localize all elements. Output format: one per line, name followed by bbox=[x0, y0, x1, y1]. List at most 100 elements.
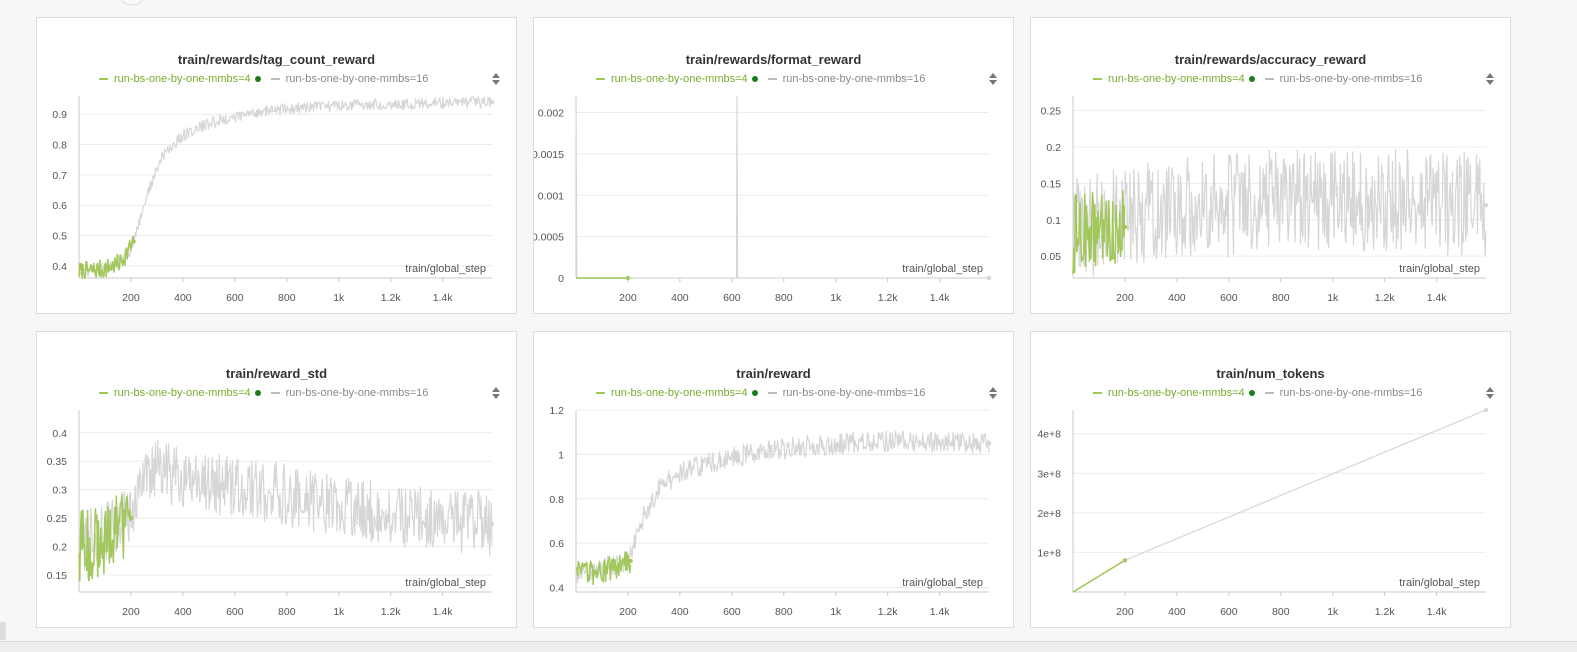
x-tick-label: 1.4k bbox=[1427, 292, 1448, 304]
legend-item-run16[interactable]: run-bs-one-by-one-mmbs=16 bbox=[270, 387, 428, 399]
legend-item-run4[interactable]: run-bs-one-by-one-mmbs=4 bbox=[99, 73, 261, 85]
legend-item-run16[interactable]: run-bs-one-by-one-mmbs=16 bbox=[270, 73, 428, 85]
legend-item-run16[interactable]: run-bs-one-by-one-mmbs=16 bbox=[767, 73, 925, 85]
x-tick-label: 200 bbox=[619, 606, 637, 618]
chart-svg[interactable]: 0.4 0.6 0.8 1 1.2 200 400 600 800 1k 1.2k 1.4k train… bbox=[534, 332, 1015, 629]
chart-legend: run-bs-one-by-one-mmbs=4 run-bs-one-by-on… bbox=[99, 386, 438, 400]
sort-up-icon bbox=[1486, 387, 1494, 392]
sort-icon[interactable] bbox=[989, 386, 997, 400]
chart-svg[interactable]: 0.15 0.2 0.25 0.3 0.35 0.4 200 400 600 800 1k 1.2k 1… bbox=[37, 332, 518, 629]
legend-item-run4[interactable]: run-bs-one-by-one-mmbs=4 bbox=[596, 73, 758, 85]
series-line-run16[interactable] bbox=[1072, 148, 1487, 279]
x-tick-label: 200 bbox=[1116, 606, 1134, 618]
top-strip bbox=[0, 0, 1577, 10]
chart-svg[interactable]: 0.4 0.5 0.6 0.7 0.8 0.9 200 400 600 800 1k 1.2k 1.4k… bbox=[37, 18, 518, 315]
legend-line-run4 bbox=[596, 78, 605, 80]
legend-item-run16[interactable]: run-bs-one-by-one-mmbs=16 bbox=[1264, 73, 1422, 85]
x-tick-label: 400 bbox=[1168, 606, 1186, 618]
y-tick-label: 0.0005 bbox=[534, 232, 564, 244]
series-line-run16[interactable] bbox=[575, 430, 990, 584]
series-end-marker bbox=[1483, 203, 1489, 208]
sort-down-icon bbox=[1486, 394, 1494, 399]
x-tick-label: 1.4k bbox=[930, 606, 951, 618]
series-line-run16[interactable] bbox=[575, 95, 989, 279]
y-tick-label: 0.5 bbox=[52, 231, 67, 243]
legend-label-run16: run-bs-one-by-one-mmbs=16 bbox=[1279, 387, 1423, 399]
series-line-run4[interactable] bbox=[78, 494, 132, 582]
x-tick-label: 600 bbox=[723, 292, 741, 304]
sort-icon[interactable] bbox=[492, 72, 500, 86]
y-tick-label: 0.15 bbox=[47, 570, 68, 582]
series-line-run4[interactable] bbox=[1072, 190, 1126, 275]
y-tick-label: 0.002 bbox=[538, 108, 564, 120]
series-line-run4[interactable] bbox=[78, 235, 135, 279]
dot-icon bbox=[1248, 76, 1255, 82]
series-line-run4[interactable] bbox=[575, 551, 632, 586]
sort-icon[interactable] bbox=[492, 386, 500, 400]
x-tick-label: 1.4k bbox=[930, 292, 951, 304]
sort-icon[interactable] bbox=[989, 72, 997, 86]
series-line-run16[interactable] bbox=[1072, 409, 1487, 593]
x-tick-label: 1.4k bbox=[1427, 606, 1448, 618]
series-line-run16[interactable] bbox=[78, 440, 493, 570]
horizontal-scrollbar[interactable] bbox=[0, 641, 1577, 652]
legend-label-run4: run-bs-one-by-one-mmbs=4 bbox=[114, 73, 251, 85]
chart-legend: run-bs-one-by-one-mmbs=4 run-bs-one-by-on… bbox=[99, 72, 438, 86]
sort-up-icon bbox=[989, 73, 997, 78]
sort-icon[interactable] bbox=[1486, 72, 1494, 86]
y-tick-label: 3e+8 bbox=[1037, 468, 1061, 480]
y-tick-label: 0.6 bbox=[52, 200, 67, 212]
x-axis-label: train/global_step bbox=[902, 263, 983, 275]
x-tick-label: 400 bbox=[671, 292, 689, 304]
sort-up-icon bbox=[1486, 73, 1494, 78]
x-tick-label: 600 bbox=[1220, 606, 1238, 618]
sort-icon[interactable] bbox=[1486, 386, 1494, 400]
section-toggle[interactable] bbox=[120, 0, 144, 5]
x-tick-label: 800 bbox=[1272, 606, 1290, 618]
x-tick-label: 1.2k bbox=[878, 292, 899, 304]
x-tick-label: 1k bbox=[830, 292, 842, 304]
legend-item-run4[interactable]: run-bs-one-by-one-mmbs=4 bbox=[1093, 73, 1255, 85]
legend-line-run16 bbox=[1264, 78, 1274, 80]
legend-label-run4: run-bs-one-by-one-mmbs=4 bbox=[1108, 387, 1245, 399]
y-tick-label: 0.7 bbox=[52, 170, 67, 182]
legend-line-run4 bbox=[596, 392, 605, 394]
series-line-run16[interactable] bbox=[78, 96, 493, 277]
series-line-run4[interactable] bbox=[1072, 559, 1126, 593]
x-tick-label: 200 bbox=[122, 292, 140, 304]
chart-svg[interactable]: 0 0.0005 0.001 0.0015 0.002 200 400 600 800 1k 1.2… bbox=[534, 18, 1015, 315]
legend-line-run16 bbox=[1264, 392, 1274, 394]
legend-item-run4[interactable]: run-bs-one-by-one-mmbs=4 bbox=[596, 387, 758, 399]
series-end-marker bbox=[1122, 224, 1128, 230]
legend-label-run16: run-bs-one-by-one-mmbs=16 bbox=[782, 387, 926, 399]
dot-icon bbox=[254, 76, 261, 82]
y-tick-label: 0.8 bbox=[549, 494, 564, 506]
y-tick-label: 1.2 bbox=[549, 405, 564, 417]
chart-panel-accuracy-reward: train/rewards/accuracy_reward run-bs-one-… bbox=[1030, 17, 1511, 314]
panel-title: train/reward bbox=[736, 366, 811, 381]
y-tick-label: 0.2 bbox=[52, 542, 67, 554]
series-end-marker bbox=[628, 558, 633, 564]
x-tick-label: 1k bbox=[830, 606, 842, 618]
x-tick-label: 400 bbox=[174, 292, 192, 304]
x-tick-label: 600 bbox=[1220, 292, 1238, 304]
legend-item-run4[interactable]: run-bs-one-by-one-mmbs=4 bbox=[99, 387, 261, 399]
x-tick-label: 600 bbox=[226, 292, 244, 304]
legend-item-run4[interactable]: run-bs-one-by-one-mmbs=4 bbox=[1093, 387, 1255, 399]
series-end-marker bbox=[625, 275, 631, 281]
chart-panel-reward-std: train/reward_std run-bs-one-by-one-mmbs=4… bbox=[36, 331, 517, 628]
chart-svg[interactable]: 0.05 0.1 0.15 0.2 0.25 200 400 600 800 1k 1.2k 1.4k… bbox=[1031, 18, 1512, 315]
scrollbar-left[interactable] bbox=[0, 622, 6, 640]
legend-item-run16[interactable]: run-bs-one-by-one-mmbs=16 bbox=[767, 387, 926, 399]
chart-legend: run-bs-one-by-one-mmbs=4 run-bs-one-by-on… bbox=[596, 72, 935, 86]
x-tick-label: 200 bbox=[1116, 292, 1134, 304]
legend-line-run16 bbox=[270, 392, 280, 394]
x-tick-label: 200 bbox=[619, 292, 637, 304]
legend-item-run16[interactable]: run-bs-one-by-one-mmbs=16 bbox=[1264, 387, 1423, 399]
legend-line-run16 bbox=[767, 392, 777, 394]
legend-line-run16 bbox=[767, 78, 777, 80]
sort-up-icon bbox=[989, 387, 997, 392]
x-tick-label: 1k bbox=[333, 606, 345, 618]
y-tick-label: 1e+8 bbox=[1037, 547, 1061, 559]
